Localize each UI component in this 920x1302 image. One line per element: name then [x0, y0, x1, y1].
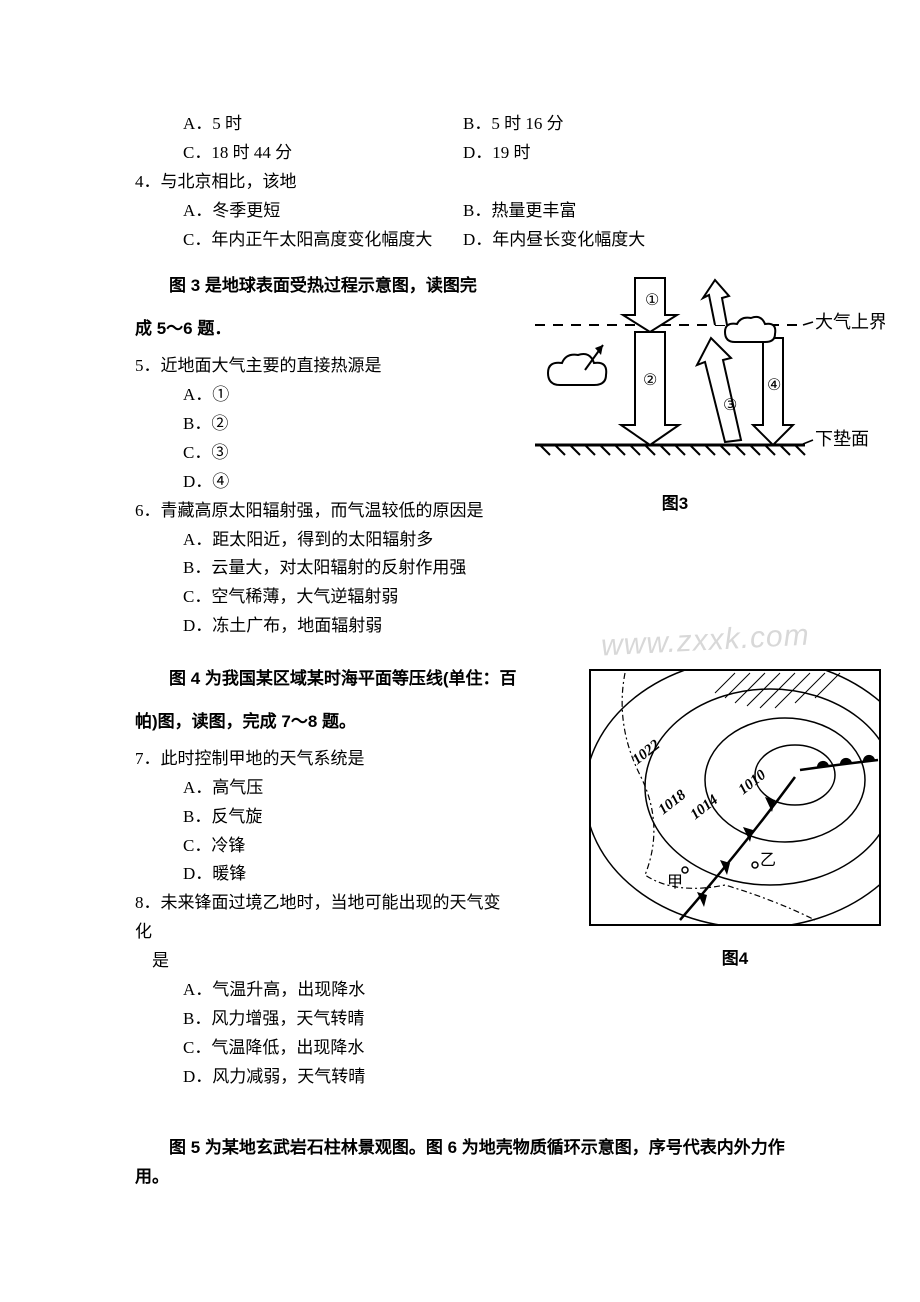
- q7-option-d: D．暖锋: [183, 860, 515, 889]
- q7-stem: 7．此时控制甲地的天气系统是: [135, 745, 515, 774]
- q6-stem: 6．青藏高原太阳辐射强，而气温较低的原因是: [135, 497, 515, 526]
- q6-option-c: C．空气稀薄，大气逆辐射弱: [183, 583, 515, 612]
- q3-option-b: B．5 时 16 分: [463, 110, 743, 139]
- intro910: 图 5 为某地玄武岩石柱林景观图。图 6 为地壳物质循环示意图，序号代表内外力作…: [135, 1134, 785, 1192]
- q7-option-a: A．高气压: [183, 774, 515, 803]
- fig3-bottom-boundary: 下垫面: [815, 429, 869, 449]
- figure-4-svg: 1022 1018 1014 1010 甲 乙: [585, 665, 885, 935]
- q4-option-a: A．冬季更短: [183, 197, 463, 226]
- q8-option-d: D．风力减弱，天气转晴: [183, 1063, 515, 1092]
- q4-options-row1: A．冬季更短 B．热量更丰富: [183, 197, 785, 226]
- block-78: 图 4 为我国某区域某时海平面等压线(单住：百 帕)图，读图，完成 7～8 题。…: [135, 665, 785, 1091]
- q4-option-b: B．热量更丰富: [463, 197, 743, 226]
- q7-option-b: B．反气旋: [183, 803, 515, 832]
- q4-stem: 4．与北京相比，该地: [135, 168, 785, 197]
- q3-option-c: C．18 时 44 分: [183, 139, 463, 168]
- fig3-arrow1-label: ①: [645, 292, 659, 309]
- fig4-point-yi: 乙: [760, 852, 776, 869]
- q3-option-d: D．19 时: [463, 139, 743, 168]
- q5-option-b: B．②: [183, 410, 515, 439]
- figure-3-svg: ① ② ③ ④ 大气上界 下垫面: [525, 270, 885, 480]
- q8-option-b: B．风力增强，天气转晴: [183, 1005, 515, 1034]
- q5-stem: 5．近地面大气主要的直接热源是: [135, 352, 515, 381]
- q4-option-c: C．年内正午太阳高度变化幅度大: [183, 226, 463, 255]
- q7-option-c: C．冷锋: [183, 832, 515, 861]
- block-56: 图 3 是地球表面受热过程示意图，读图完 成 5～6 题． 5．近地面大气主要的…: [135, 272, 785, 641]
- figure-4: 1022 1018 1014 1010 甲 乙: [585, 665, 885, 974]
- q8-option-c: C．气温降低，出现降水: [183, 1034, 515, 1063]
- q8-stem2: 是: [152, 947, 515, 976]
- q4-options-row2: C．年内正午太阳高度变化幅度大 D．年内昼长变化幅度大: [183, 226, 785, 255]
- figure-3: ① ② ③ ④ 大气上界 下垫面 图3: [525, 270, 885, 519]
- fig3-arrow4-label: ④: [767, 377, 781, 394]
- fig4-point-jia: 甲: [667, 874, 683, 891]
- q5-option-c: C．③: [183, 439, 515, 468]
- fig3-label: 图3: [465, 490, 885, 519]
- fig4-label: 图4: [585, 945, 885, 974]
- q5-option-a: A．①: [183, 381, 515, 410]
- q3-option-a: A．5 时: [183, 110, 463, 139]
- q4-option-d: D．年内昼长变化幅度大: [463, 226, 743, 255]
- q8-option-a: A．气温升高，出现降水: [183, 976, 515, 1005]
- fig3-top-boundary: 大气上界: [815, 312, 885, 332]
- q6-option-b: B．云量大，对太阳辐射的反射作用强: [183, 554, 515, 583]
- q6-option-d: D．冻土广布，地面辐射弱: [183, 612, 515, 641]
- q3-options-row2: C．18 时 44 分 D．19 时: [183, 139, 785, 168]
- fig3-arrow2-label: ②: [643, 372, 657, 389]
- q6-option-a: A．距太阳近，得到的太阳辐射多: [183, 526, 515, 555]
- q3-options-row1: A．5 时 B．5 时 16 分: [183, 110, 785, 139]
- q8-stem: 8．未来锋面过境乙地时，当地可能出现的天气变化: [135, 889, 515, 947]
- fig3-arrow3-label: ③: [723, 397, 737, 414]
